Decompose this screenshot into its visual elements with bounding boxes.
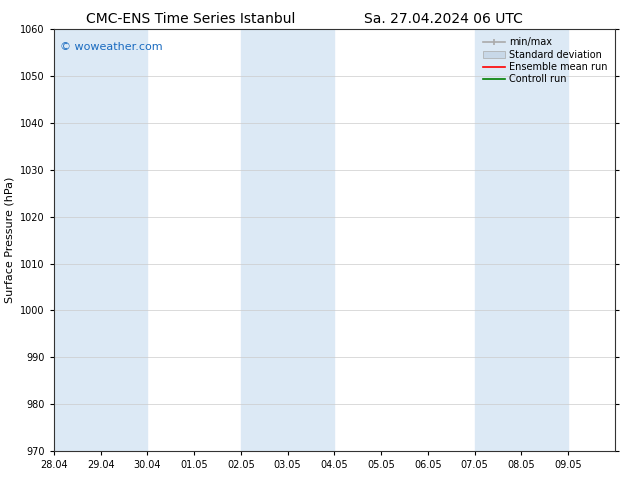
Bar [101,29,147,451]
Bar [521,29,568,451]
Bar [475,29,521,451]
Y-axis label: Surface Pressure (hPa): Surface Pressure (hPa) [4,177,15,303]
Bar [54,29,101,451]
Text: CMC-ENS Time Series Istanbul: CMC-ENS Time Series Istanbul [86,12,295,26]
Text: Sa. 27.04.2024 06 UTC: Sa. 27.04.2024 06 UTC [365,12,523,26]
Bar [288,29,335,451]
Text: © woweather.com: © woweather.com [60,42,162,52]
Bar [241,29,288,451]
Legend: min/max, Standard deviation, Ensemble mean run, Controll run: min/max, Standard deviation, Ensemble me… [481,34,610,87]
